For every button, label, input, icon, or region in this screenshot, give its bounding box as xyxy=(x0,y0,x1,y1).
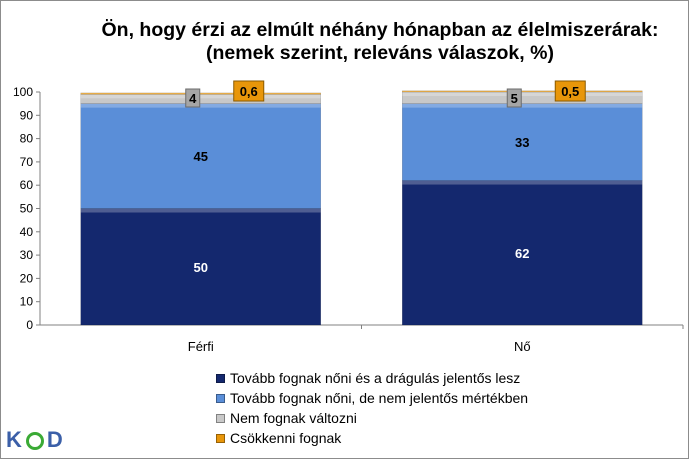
bar-segment-bevel xyxy=(80,92,321,95)
y-axis-tick-label: 40 xyxy=(20,225,34,239)
kod-logo: K D xyxy=(6,427,64,453)
legend-label-series-4: Csökkenni fognak xyxy=(230,430,342,446)
bar-data-label: 45 xyxy=(194,149,208,164)
y-axis-tick-label: 100 xyxy=(13,85,33,99)
chart-legend: Tovább fognak nőni és a drágulás jelentő… xyxy=(216,368,528,448)
bar-data-label: 4 xyxy=(189,91,197,106)
y-axis-tick-label: 20 xyxy=(20,271,34,285)
legend-label-series-1: Tovább fognak nőni és a drágulás jelentő… xyxy=(230,370,521,386)
bar-segment-bevel xyxy=(80,103,321,108)
bar-segment-bevel xyxy=(80,94,321,99)
bar-segment xyxy=(80,92,321,95)
y-axis-tick-label: 30 xyxy=(20,248,34,262)
x-axis-category-label: Nő xyxy=(514,339,531,354)
logo-ring xyxy=(25,432,44,450)
bar-segment xyxy=(80,103,321,209)
legend-swatch-series-2 xyxy=(216,393,225,403)
bar-segment-bevel xyxy=(402,180,643,185)
bar-segment-bevel xyxy=(402,103,643,108)
bar-data-label: 62 xyxy=(515,246,529,261)
bar-segment-bevel xyxy=(402,90,643,92)
legend-swatch-series-3 xyxy=(216,413,225,423)
legend-item-series-2: Tovább fognak nőni, de nem jelentős mért… xyxy=(216,388,528,408)
legend-item-series-1: Tovább fognak nőni és a drágulás jelentő… xyxy=(216,368,528,388)
y-axis-tick-label: 80 xyxy=(20,132,34,146)
legend-swatch-series-4 xyxy=(216,433,225,443)
bar-segment-bevel xyxy=(80,208,321,213)
bar-data-label: 33 xyxy=(515,135,529,150)
bar-data-label: 5 xyxy=(511,91,518,106)
x-axis-category-label: Férfi xyxy=(188,339,214,354)
chart-title: Ön, hogy érzi az elmúlt néhány hónapban … xyxy=(70,19,689,65)
y-axis-tick-label: 50 xyxy=(20,202,34,216)
bar-data-label-box xyxy=(506,88,522,108)
legend-item-series-4: Csökkenni fognak xyxy=(216,428,528,448)
logo-letter-k: K xyxy=(6,427,23,452)
bar-data-label-box xyxy=(554,80,586,102)
logo-letter-d: D xyxy=(46,427,64,452)
bar-data-label-box xyxy=(185,88,201,108)
y-axis-tick-label: 10 xyxy=(20,295,34,309)
y-axis-tick-label: 70 xyxy=(20,155,34,169)
bar-data-label: 0,6 xyxy=(240,84,258,99)
bar-segment xyxy=(80,208,321,326)
legend-swatch-series-1 xyxy=(216,373,225,383)
bar-segment xyxy=(402,90,643,93)
y-axis-tick-label: 90 xyxy=(20,108,34,122)
legend-label-series-2: Tovább fognak nőni, de nem jelentős mért… xyxy=(230,390,529,406)
legend-label-series-3: Nem fognak változni xyxy=(230,410,357,426)
bar-segment-bevel xyxy=(402,92,643,96)
y-axis-tick-label: 60 xyxy=(20,178,34,192)
chart-title-line2: (nemek szerint, releváns válaszok, %) xyxy=(206,42,554,64)
bar-data-label-box xyxy=(233,80,265,102)
bar-data-label: 0,5 xyxy=(561,84,579,99)
chart-title-line1: Ön, hogy érzi az elmúlt néhány hónapban … xyxy=(101,19,659,41)
bar-data-label: 50 xyxy=(194,260,208,275)
y-axis-tick-label: 0 xyxy=(26,318,33,332)
legend-item-series-3: Nem fognak változni xyxy=(216,408,528,428)
bar-segment xyxy=(402,180,643,326)
